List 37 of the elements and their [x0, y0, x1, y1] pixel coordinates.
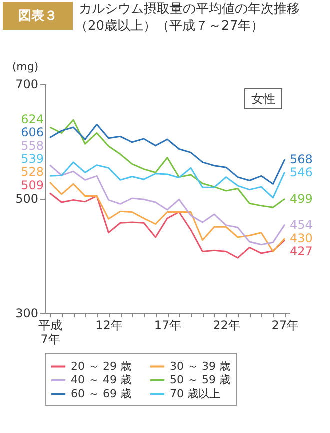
chart-subtitle: （20歳以上）（平成７～27年） — [75, 19, 264, 34]
data-label: 499 — [290, 192, 313, 206]
y-tick-label: 500 — [16, 192, 38, 206]
annotation: 女性 — [252, 92, 276, 106]
data-label: 558 — [21, 138, 44, 153]
data-label: 546 — [290, 166, 313, 180]
data-label: 528 — [21, 165, 44, 180]
x-tick-label: 17年 — [154, 318, 182, 332]
y-axis-title: (mg) — [12, 60, 39, 74]
data-label: 454 — [290, 218, 313, 232]
x-tick-label: 平成 7年 — [38, 318, 63, 346]
x-tick-label: 12年 — [96, 318, 123, 332]
legend-label: 20 ～ 29 歳 — [71, 360, 132, 373]
line-series — [49, 119, 286, 208]
y-tick-label: 300 — [16, 306, 38, 320]
text: 図表３ — [18, 9, 58, 24]
data-label: 606 — [21, 126, 44, 140]
line-series — [49, 124, 286, 185]
line-series — [49, 192, 286, 259]
data-label: 568 — [290, 152, 313, 167]
data-label: 509 — [21, 178, 44, 192]
legend-label: 60 ～ 69 歳 — [71, 388, 132, 400]
chart-title: カルシウム摂取量の平均値の年次推移 — [79, 2, 300, 17]
legend-label: 50 ～ 59 歳 — [170, 374, 230, 386]
data-label: 427 — [290, 244, 313, 259]
x-tick-label: 27年 — [272, 318, 300, 332]
legend-label: 40 ～ 49 歳 — [71, 374, 132, 386]
y-tick-label: 700 — [16, 78, 38, 92]
data-label: 539 — [21, 152, 44, 166]
data-label: 624 — [21, 112, 44, 126]
line-series — [49, 164, 286, 246]
legend-label: 30 ～ 39 歳 — [170, 360, 230, 373]
line-series — [49, 182, 286, 252]
x-tick-label: 22年 — [213, 318, 240, 332]
data-label: 430 — [290, 232, 313, 246]
line-series — [49, 162, 286, 199]
legend-label: 70 歳以上 — [170, 388, 220, 400]
